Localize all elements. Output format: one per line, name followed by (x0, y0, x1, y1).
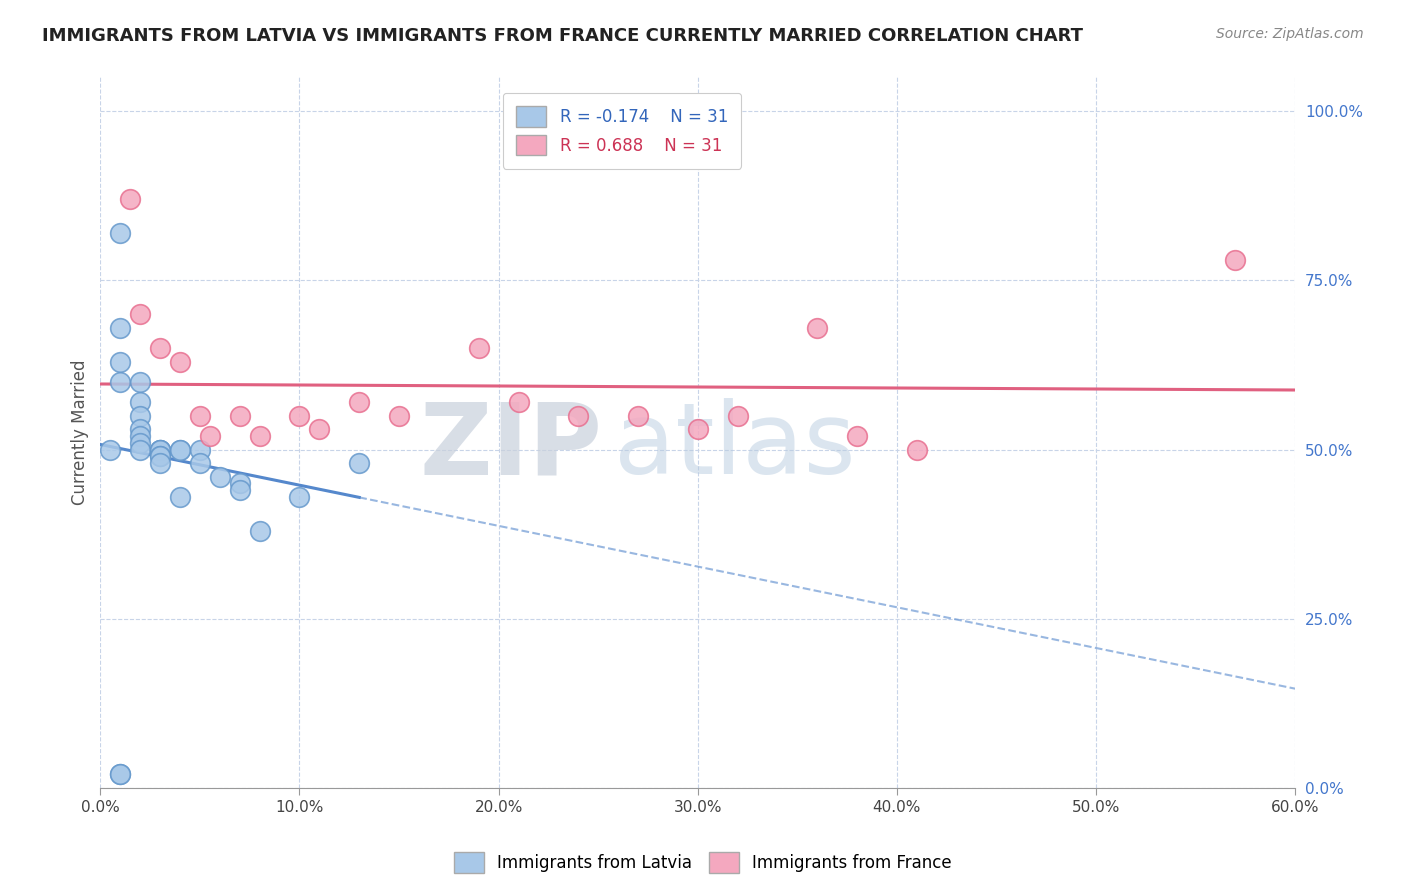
Point (110, 767, 132, 781)
Point (806, 320, 828, 334)
Point (846, 429, 869, 443)
Point (129, 307, 152, 321)
Legend: Immigrants from Latvia, Immigrants from France: Immigrants from Latvia, Immigrants from … (447, 846, 959, 880)
Point (347, 395, 370, 409)
Text: atlas: atlas (614, 399, 856, 495)
Point (149, 450, 172, 464)
Point (308, 422, 330, 436)
Point (198, 429, 221, 443)
Point (129, 442, 152, 457)
Point (110, 226, 132, 240)
Point (467, 341, 489, 355)
Point (188, 456, 211, 470)
Point (229, 476, 252, 491)
Point (627, 409, 650, 423)
Point (169, 442, 191, 457)
Point (149, 341, 172, 355)
Point (98, 442, 121, 457)
Point (110, 354, 132, 368)
Point (686, 422, 709, 436)
Point (905, 442, 928, 457)
Point (347, 456, 370, 470)
Point (129, 435, 152, 450)
Point (249, 429, 271, 443)
Point (229, 483, 252, 497)
Y-axis label: Currently Married: Currently Married (72, 359, 89, 506)
Point (110, 320, 132, 334)
Text: IMMIGRANTS FROM LATVIA VS IMMIGRANTS FROM FRANCE CURRENTLY MARRIED CORRELATION C: IMMIGRANTS FROM LATVIA VS IMMIGRANTS FRO… (42, 27, 1083, 45)
Point (288, 490, 311, 504)
Point (149, 442, 172, 457)
Point (149, 450, 172, 464)
Point (110, 375, 132, 389)
Point (149, 442, 172, 457)
Point (188, 409, 211, 423)
Point (727, 409, 749, 423)
Point (110, 767, 132, 781)
Point (508, 395, 530, 409)
Point (129, 409, 152, 423)
Point (249, 524, 271, 538)
Point (388, 409, 411, 423)
Point (567, 409, 589, 423)
Point (129, 395, 152, 409)
Point (120, 192, 142, 206)
Point (169, 490, 191, 504)
Point (208, 469, 231, 483)
Point (149, 442, 172, 457)
Point (169, 354, 191, 368)
Text: ZIP: ZIP (419, 399, 602, 495)
Point (1225, 253, 1247, 268)
Point (169, 442, 191, 457)
Point (129, 375, 152, 389)
Point (229, 409, 252, 423)
Point (129, 429, 152, 443)
Legend: R = -0.174    N = 31, R = 0.688    N = 31: R = -0.174 N = 31, R = 0.688 N = 31 (503, 93, 741, 169)
Point (288, 409, 311, 423)
Text: Source: ZipAtlas.com: Source: ZipAtlas.com (1216, 27, 1364, 41)
Point (188, 442, 211, 457)
Point (149, 456, 172, 470)
Point (129, 422, 152, 436)
